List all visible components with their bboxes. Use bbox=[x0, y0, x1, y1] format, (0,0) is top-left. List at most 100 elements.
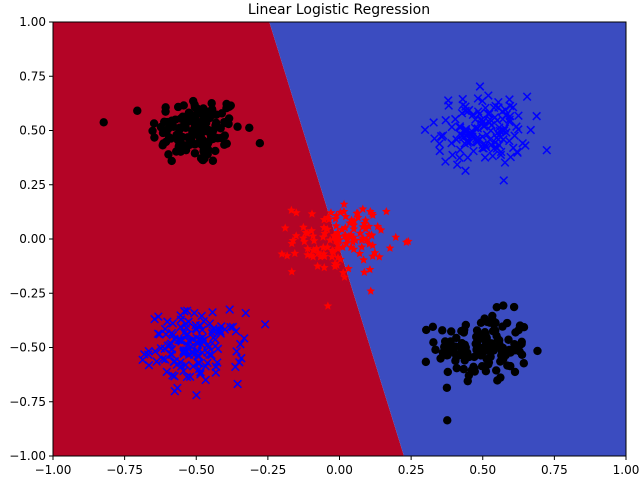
point-cluster-0 bbox=[150, 133, 159, 142]
point-cluster-3 bbox=[201, 375, 210, 385]
point-cluster-4 bbox=[291, 231, 301, 240]
point-cluster-3 bbox=[188, 362, 198, 371]
point-cluster-4 bbox=[318, 242, 328, 252]
point-cluster-3 bbox=[239, 334, 249, 343]
point-cluster-3 bbox=[236, 353, 246, 363]
point-cluster-1 bbox=[461, 351, 470, 361]
point-cluster-0 bbox=[209, 126, 218, 135]
point-cluster-0 bbox=[255, 138, 265, 148]
point-cluster-4 bbox=[357, 242, 367, 251]
point-cluster-4 bbox=[381, 206, 391, 216]
point-cluster-4 bbox=[341, 238, 351, 248]
point-cluster-1 bbox=[509, 302, 519, 312]
point-cluster-3 bbox=[184, 350, 194, 360]
point-cluster-4 bbox=[341, 230, 350, 239]
point-cluster-3 bbox=[207, 350, 216, 360]
point-cluster-4 bbox=[353, 212, 363, 222]
point-cluster-0 bbox=[190, 149, 200, 158]
point-cluster-2 bbox=[435, 146, 445, 156]
point-cluster-3 bbox=[208, 326, 217, 335]
point-cluster-1 bbox=[510, 367, 520, 377]
point-cluster-0 bbox=[199, 107, 208, 117]
point-cluster-1 bbox=[502, 318, 512, 328]
point-cluster-4 bbox=[358, 204, 368, 213]
point-cluster-2 bbox=[488, 151, 498, 161]
point-cluster-0 bbox=[225, 102, 234, 111]
point-cluster-3 bbox=[182, 323, 191, 333]
point-cluster-0 bbox=[203, 149, 212, 159]
point-cluster-3 bbox=[162, 367, 172, 377]
point-cluster-2 bbox=[458, 94, 468, 104]
point-cluster-0 bbox=[173, 102, 183, 112]
point-cluster-1 bbox=[470, 352, 479, 362]
point-cluster-2 bbox=[522, 92, 532, 102]
point-cluster-2 bbox=[467, 129, 477, 139]
y-tick-label: 0.00 bbox=[19, 232, 46, 246]
point-cluster-2 bbox=[494, 130, 504, 140]
point-cluster-0 bbox=[161, 103, 170, 112]
y-tick-label: −1.00 bbox=[9, 449, 46, 463]
point-cluster-3 bbox=[232, 347, 241, 356]
point-cluster-2 bbox=[444, 101, 454, 110]
point-cluster-2 bbox=[542, 145, 552, 155]
point-cluster-0 bbox=[233, 122, 242, 131]
point-cluster-3 bbox=[179, 366, 188, 376]
point-cluster-3 bbox=[170, 386, 180, 396]
point-cluster-0 bbox=[173, 136, 183, 145]
point-cluster-4 bbox=[373, 221, 383, 231]
point-cluster-2 bbox=[521, 141, 530, 150]
point-cluster-0 bbox=[149, 119, 159, 128]
point-cluster-0 bbox=[171, 115, 180, 124]
point-cluster-3 bbox=[144, 346, 154, 356]
point-cluster-2 bbox=[485, 115, 495, 124]
point-cluster-4 bbox=[331, 221, 341, 230]
point-cluster-2 bbox=[459, 132, 468, 142]
point-cluster-0 bbox=[207, 99, 216, 108]
point-cluster-0 bbox=[180, 112, 189, 122]
point-cluster-3 bbox=[203, 348, 212, 357]
point-cluster-3 bbox=[163, 317, 172, 326]
point-cluster-3 bbox=[260, 319, 270, 329]
point-cluster-1 bbox=[492, 366, 501, 375]
point-cluster-3 bbox=[185, 336, 194, 346]
point-cluster-3 bbox=[211, 362, 221, 371]
point-cluster-3 bbox=[144, 360, 154, 370]
point-cluster-3 bbox=[186, 342, 196, 352]
x-tick-label: 0.50 bbox=[469, 463, 496, 477]
point-cluster-4 bbox=[342, 235, 352, 244]
point-cluster-2 bbox=[480, 140, 490, 150]
point-cluster-0 bbox=[180, 119, 189, 129]
point-cluster-1 bbox=[484, 360, 493, 369]
point-cluster-2 bbox=[447, 138, 456, 148]
point-cluster-3 bbox=[216, 329, 226, 338]
point-cluster-2 bbox=[510, 131, 519, 140]
point-cluster-3 bbox=[170, 356, 180, 366]
point-cluster-3 bbox=[168, 318, 178, 328]
point-cluster-2 bbox=[441, 115, 451, 125]
point-cluster-2 bbox=[484, 91, 493, 100]
point-cluster-0 bbox=[220, 140, 229, 149]
point-cluster-2 bbox=[494, 103, 503, 112]
point-cluster-2 bbox=[505, 115, 514, 125]
point-cluster-1 bbox=[492, 302, 501, 312]
point-cluster-0 bbox=[245, 123, 254, 133]
point-cluster-3 bbox=[161, 330, 171, 339]
point-cluster-2 bbox=[429, 118, 438, 127]
point-cluster-3 bbox=[211, 341, 220, 351]
point-cluster-2 bbox=[526, 125, 536, 135]
point-cluster-4 bbox=[365, 206, 375, 216]
point-cluster-4 bbox=[291, 208, 301, 217]
point-cluster-4 bbox=[319, 263, 329, 272]
point-cluster-1 bbox=[442, 383, 452, 392]
point-cluster-1 bbox=[471, 339, 480, 349]
point-cluster-1 bbox=[457, 326, 466, 336]
point-cluster-1 bbox=[503, 361, 512, 370]
point-cluster-4 bbox=[368, 240, 378, 250]
point-cluster-2 bbox=[502, 110, 511, 119]
point-cluster-4 bbox=[374, 252, 384, 261]
point-cluster-0 bbox=[190, 140, 200, 149]
point-cluster-3 bbox=[181, 330, 191, 340]
point-cluster-4 bbox=[340, 272, 349, 281]
point-cluster-3 bbox=[225, 305, 235, 314]
point-cluster-2 bbox=[452, 135, 461, 144]
